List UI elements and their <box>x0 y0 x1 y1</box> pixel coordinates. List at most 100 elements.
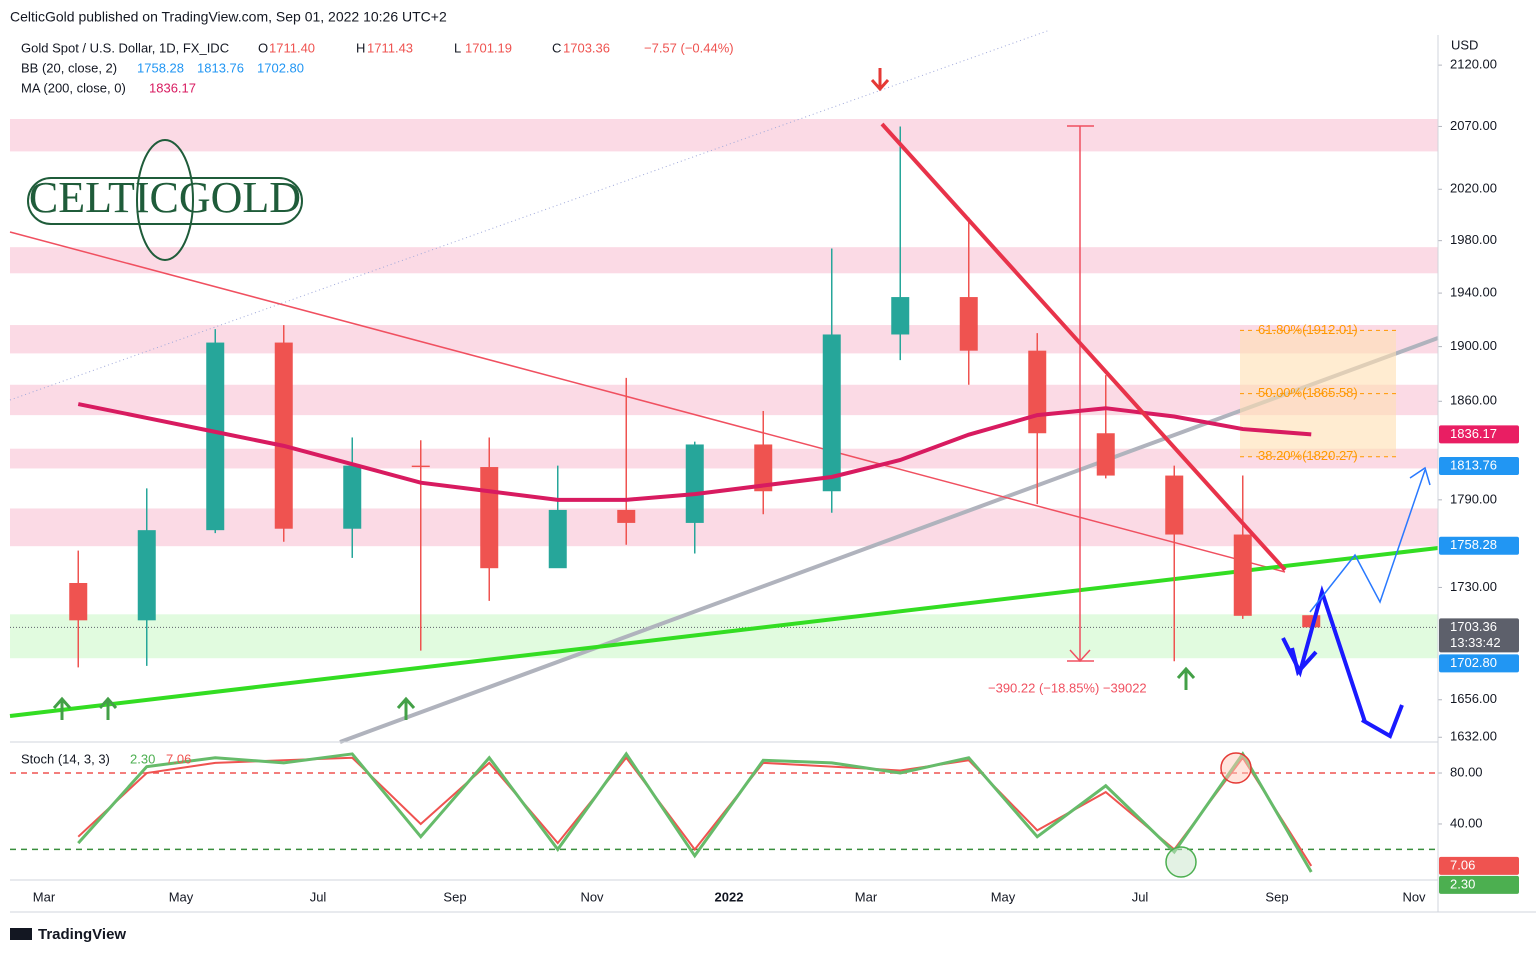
brand: TradingView <box>38 926 126 943</box>
highlight-circle <box>1165 846 1197 878</box>
candle-body <box>754 444 773 492</box>
candle-body <box>1096 433 1115 476</box>
stoch-d-line <box>77 755 1313 867</box>
candle-body <box>480 467 499 569</box>
x-tick-label: 2022 <box>715 889 744 904</box>
red-trendline <box>9 231 1286 573</box>
bb-value: 1758.28 <box>137 60 184 75</box>
price-tag-label: 1702.80 <box>1450 655 1497 670</box>
stoch-d-value: 7.06 <box>166 751 191 766</box>
x-tick-label: Mar <box>855 889 878 904</box>
candle-body <box>411 465 430 468</box>
published-line: CelticGold published on TradingView.com,… <box>10 9 447 25</box>
candle-body <box>69 582 88 621</box>
candle-body <box>548 509 567 569</box>
y-tick-label: 1980.00 <box>1450 232 1497 247</box>
up-arrow <box>52 696 72 720</box>
projection <box>1281 585 1367 723</box>
x-tick-label: Nov <box>1402 889 1426 904</box>
brand-icon <box>10 928 32 940</box>
candle-body <box>274 342 293 529</box>
x-tick-label: Nov <box>580 889 604 904</box>
y-tick-label: 1632.00 <box>1450 729 1497 744</box>
price-tag <box>1439 875 1519 894</box>
logo-knot <box>136 139 194 261</box>
highlight-circle <box>1220 752 1252 784</box>
footer: TradingView <box>10 926 126 943</box>
ohlc-value: 1701.19 <box>465 40 512 55</box>
ohlc-value: 1711.40 <box>269 40 315 55</box>
x-tick-label: Sep <box>1265 889 1288 904</box>
price-tag-label: 2.30 <box>1450 876 1475 891</box>
price-tag-label: 1836.17 <box>1450 426 1497 441</box>
alt-projection-head <box>1409 466 1431 486</box>
projection-head <box>1290 647 1318 677</box>
ma-name: MA (200, close, 0) <box>21 80 126 95</box>
price-tag-label: 1813.76 <box>1450 457 1497 472</box>
price-tag <box>1439 536 1519 555</box>
zone <box>10 448 1438 469</box>
up-arrow <box>98 696 118 720</box>
price-tag <box>1439 654 1519 673</box>
price-tag <box>1439 456 1519 475</box>
legend: Gold Spot / U.S. Dollar, 1D, FX_IDC BB (… <box>21 40 304 766</box>
change: −7.57 (−0.44%) <box>644 40 734 55</box>
price-tag <box>1439 856 1519 875</box>
drawings-top <box>52 68 1431 878</box>
candle-body <box>206 342 225 531</box>
stoch-k-value: 2.30 <box>130 751 155 766</box>
candle-body <box>959 297 978 351</box>
bb-value: 1702.80 <box>257 60 304 75</box>
y-tick-label: 1860.00 <box>1450 393 1497 408</box>
ohlc-key: O <box>258 40 268 55</box>
candle-body <box>1165 475 1184 535</box>
ma-value: 1836.17 <box>149 80 196 95</box>
ohlc-value: 1703.36 <box>563 40 610 55</box>
y-tick-label: 1730.00 <box>1450 579 1497 594</box>
y-tick-label: 1900.00 <box>1450 338 1497 353</box>
fib-retracement: 61.80%(1912.01) 50.00%(1865.58) 38.20%(182… <box>1240 322 1396 463</box>
candle-body <box>343 465 362 529</box>
x-tick-label: Jul <box>310 889 327 904</box>
stoch-k-line <box>77 751 1313 873</box>
price-tag <box>1439 425 1519 444</box>
symbol-title: Gold Spot / U.S. Dollar, 1D, FX_IDC <box>21 40 229 55</box>
logo-frame <box>27 177 303 225</box>
bb-name: BB (20, close, 2) <box>21 60 117 75</box>
ohlc-key: H <box>356 40 365 55</box>
ohlc-value: 1711.43 <box>367 40 413 55</box>
y-tick-label: 2070.00 <box>1450 118 1497 133</box>
zone <box>10 119 1438 152</box>
up-arrow <box>1176 666 1196 690</box>
down-arrow <box>870 68 890 92</box>
zone <box>10 614 1438 659</box>
grid <box>10 64 1442 851</box>
bb-value: 1813.76 <box>197 60 244 75</box>
x-tick-label: Sep <box>443 889 466 904</box>
candle-body <box>685 444 704 523</box>
logo-text: CELTICGOLD <box>29 173 301 222</box>
zone <box>10 325 1438 354</box>
fib-label: 38.20%(1820.27) <box>1258 448 1358 463</box>
x-tick-label: Jul <box>1132 889 1149 904</box>
ohlc-key: C <box>552 40 561 55</box>
green-trendline <box>9 546 1439 718</box>
alt-projection <box>1309 469 1426 613</box>
price-tag-label: 1703.36 <box>1450 619 1497 634</box>
candle-body <box>1028 350 1047 434</box>
x-tick-label: May <box>169 889 194 904</box>
y-tick-label: 40.00 <box>1450 815 1483 830</box>
price-tag-time: 13:33:42 <box>1450 635 1501 650</box>
projection-head <box>1361 704 1404 739</box>
x-tick-label: May <box>991 889 1016 904</box>
y-tick-label: 2120.00 <box>1450 57 1497 72</box>
y-tick-label: 2020.00 <box>1450 181 1497 196</box>
price-tag <box>1439 618 1519 653</box>
ohlc-key: L <box>454 40 461 55</box>
y-tick-label: 80.00 <box>1450 764 1483 779</box>
y-tick-label: 1790.00 <box>1450 491 1497 506</box>
fib-label: 61.80%(1912.01) <box>1258 322 1358 337</box>
red-downtrend <box>880 122 1287 572</box>
candle-body <box>891 297 910 335</box>
